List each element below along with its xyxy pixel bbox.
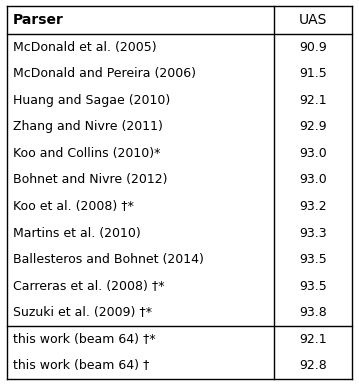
Text: 92.1: 92.1 bbox=[299, 94, 327, 107]
Text: Koo et al. (2008) †*: Koo et al. (2008) †* bbox=[13, 200, 134, 213]
Text: Bohnet and Nivre (2012): Bohnet and Nivre (2012) bbox=[13, 173, 167, 186]
Text: Martins et al. (2010): Martins et al. (2010) bbox=[13, 227, 140, 239]
Text: Zhang and Nivre (2011): Zhang and Nivre (2011) bbox=[13, 120, 162, 133]
Text: 91.5: 91.5 bbox=[299, 67, 327, 80]
Text: 93.3: 93.3 bbox=[299, 227, 327, 239]
Text: 92.9: 92.9 bbox=[299, 120, 327, 133]
Text: 93.8: 93.8 bbox=[299, 306, 327, 319]
Text: Ballesteros and Bohnet (2014): Ballesteros and Bohnet (2014) bbox=[13, 253, 204, 266]
Text: McDonald et al. (2005): McDonald et al. (2005) bbox=[13, 40, 156, 54]
Text: Parser: Parser bbox=[13, 13, 64, 27]
Text: 92.1: 92.1 bbox=[299, 333, 327, 346]
Text: Huang and Sagae (2010): Huang and Sagae (2010) bbox=[13, 94, 170, 107]
Text: UAS: UAS bbox=[299, 13, 327, 27]
Text: 93.0: 93.0 bbox=[299, 147, 327, 160]
Text: 93.5: 93.5 bbox=[299, 280, 327, 293]
Text: 92.8: 92.8 bbox=[299, 360, 327, 372]
Text: this work (beam 64) †*: this work (beam 64) †* bbox=[13, 333, 155, 346]
Text: McDonald and Pereira (2006): McDonald and Pereira (2006) bbox=[13, 67, 196, 80]
Text: 93.5: 93.5 bbox=[299, 253, 327, 266]
Text: 93.2: 93.2 bbox=[299, 200, 327, 213]
Text: Koo and Collins (2010)*: Koo and Collins (2010)* bbox=[13, 147, 160, 160]
Text: 90.9: 90.9 bbox=[299, 40, 327, 54]
Text: 93.0: 93.0 bbox=[299, 173, 327, 186]
Text: this work (beam 64) †: this work (beam 64) † bbox=[13, 360, 149, 372]
Text: Carreras et al. (2008) †*: Carreras et al. (2008) †* bbox=[13, 280, 164, 293]
Text: Suzuki et al. (2009) †*: Suzuki et al. (2009) †* bbox=[13, 306, 151, 319]
